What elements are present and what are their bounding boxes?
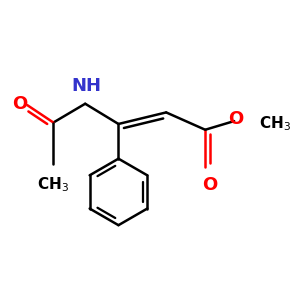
Text: NH: NH xyxy=(72,77,102,95)
Text: CH$_3$: CH$_3$ xyxy=(259,115,291,133)
Text: O: O xyxy=(202,176,217,194)
Text: CH$_3$: CH$_3$ xyxy=(38,176,69,194)
Text: O: O xyxy=(228,110,243,128)
Text: O: O xyxy=(13,95,28,113)
